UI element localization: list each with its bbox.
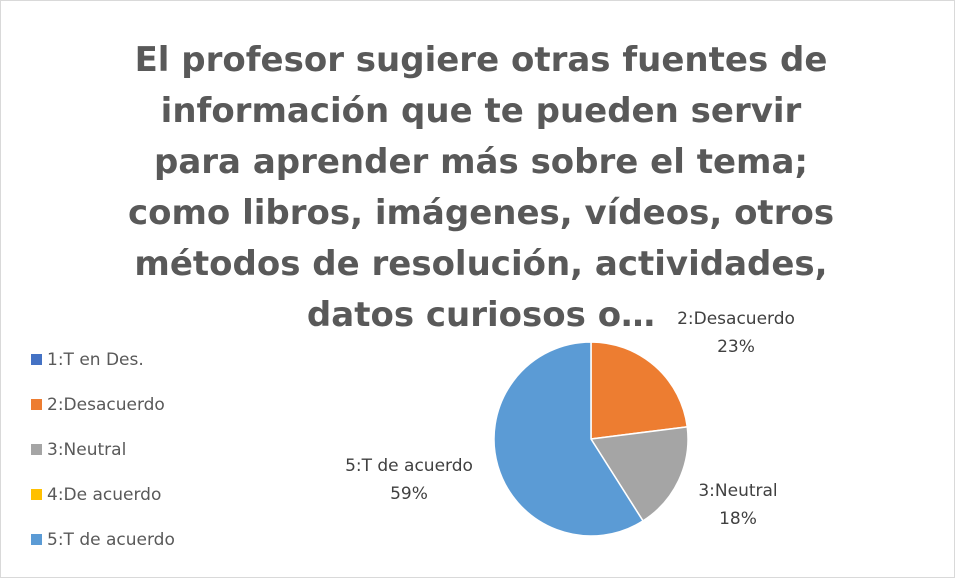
data-label-value: 23% xyxy=(717,337,755,357)
legend-item: 1:T en Des. xyxy=(31,337,175,382)
data-label-value: 59% xyxy=(390,484,428,504)
legend-label: 5:T de acuerdo xyxy=(47,529,175,550)
legend-label: 4:De acuerdo xyxy=(47,484,162,505)
legend-swatch xyxy=(31,354,42,365)
legend-swatch xyxy=(31,444,42,455)
data-label-category: 2:Desacuerdo xyxy=(677,309,795,329)
legend-item: 5:T de acuerdo xyxy=(31,517,175,562)
pie-slice xyxy=(589,426,689,522)
legend-swatch xyxy=(31,534,42,545)
data-label-value: 18% xyxy=(719,509,757,529)
legend-swatch xyxy=(31,399,42,410)
pie-slice xyxy=(590,341,689,440)
legend-item: 3:Neutral xyxy=(31,427,175,472)
data-label-category: 5:T de acuerdo xyxy=(345,456,473,476)
legend-label: 3:Neutral xyxy=(47,439,127,460)
chart-title: El profesor sugiere otras fuentes de inf… xyxy=(127,40,835,335)
data-label-category: 3:Neutral xyxy=(698,481,777,501)
legend-label: 2:Desacuerdo xyxy=(47,394,165,415)
pie-slice xyxy=(493,341,645,537)
legend-item: 2:Desacuerdo xyxy=(31,382,175,427)
legend: 1:T en Des. 2:Desacuerdo 3:Neutral 4:De acu… xyxy=(31,337,175,562)
legend-swatch xyxy=(31,489,42,500)
legend-item: 4:De acuerdo xyxy=(31,472,175,517)
legend-label: 1:T en Des. xyxy=(47,349,144,370)
